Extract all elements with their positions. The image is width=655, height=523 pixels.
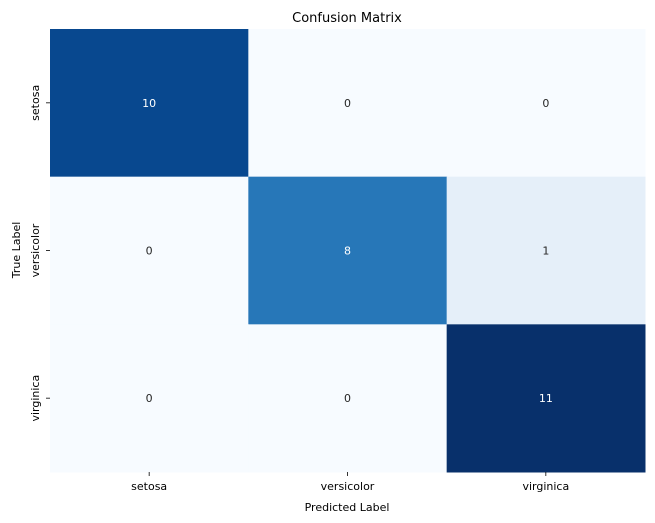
heatmap-cell xyxy=(446,324,646,473)
y-axis-label: True Label xyxy=(10,222,23,280)
heatmap-cells: 10 0 00 8 10 0 11 xyxy=(50,29,646,473)
heatmap-cell xyxy=(50,29,249,178)
cell-value-label: 0 xyxy=(146,392,153,405)
y-axis-ticks: setosa versicolor virginica xyxy=(29,85,50,422)
y-tick-label: virginica xyxy=(29,375,42,422)
cell-value-label: 1 xyxy=(542,245,549,258)
cell-value-label: 0 xyxy=(344,392,351,405)
cell-value-label: 0 xyxy=(542,97,549,110)
x-axis-ticks: setosa versicolor virginica xyxy=(131,472,569,493)
x-tick-label: virginica xyxy=(522,480,569,493)
heatmap-cell xyxy=(50,176,249,325)
cell-value-label: 11 xyxy=(539,392,553,405)
cell-value-label: 0 xyxy=(146,245,153,258)
x-tick-label: versicolor xyxy=(321,480,375,493)
x-tick-label: setosa xyxy=(131,480,167,493)
cell-value-label: 0 xyxy=(344,97,351,110)
heatmap-cell xyxy=(446,29,646,178)
chart-title: Confusion Matrix xyxy=(292,11,402,26)
cell-value-label: 10 xyxy=(142,97,156,110)
y-tick-label: versicolor xyxy=(29,223,42,277)
heatmap-cell xyxy=(50,324,249,473)
heatmap-cell xyxy=(248,324,448,473)
heatmap-cell xyxy=(446,176,646,325)
heatmap-cell xyxy=(248,176,448,325)
x-axis-label: Predicted Label xyxy=(305,501,390,514)
heatmap-cell xyxy=(248,29,448,178)
y-tick-label: setosa xyxy=(29,85,42,121)
cell-value-label: 8 xyxy=(344,245,351,258)
